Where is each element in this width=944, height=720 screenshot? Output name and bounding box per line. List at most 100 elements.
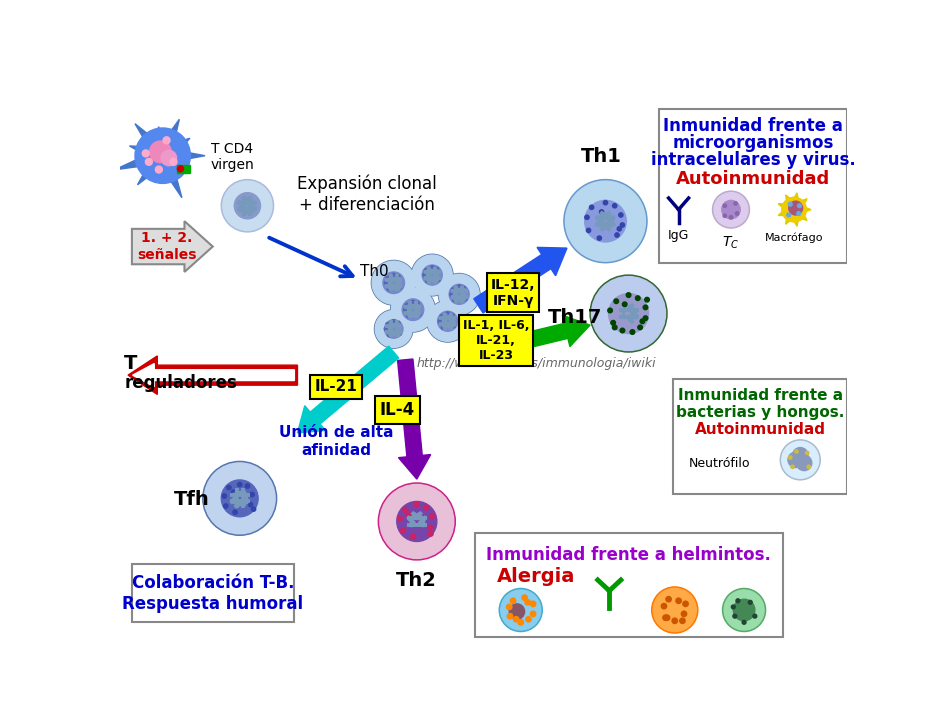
Circle shape bbox=[736, 599, 740, 603]
Circle shape bbox=[440, 315, 443, 318]
Circle shape bbox=[403, 508, 408, 513]
Circle shape bbox=[204, 463, 275, 534]
Circle shape bbox=[645, 297, 649, 302]
Polygon shape bbox=[798, 199, 807, 207]
Circle shape bbox=[509, 604, 525, 619]
Circle shape bbox=[722, 588, 766, 631]
Circle shape bbox=[643, 316, 648, 320]
FancyArrow shape bbox=[128, 356, 297, 395]
Circle shape bbox=[438, 274, 480, 315]
Polygon shape bbox=[801, 206, 811, 213]
Circle shape bbox=[617, 227, 621, 231]
Circle shape bbox=[682, 611, 686, 616]
Circle shape bbox=[713, 191, 750, 228]
Circle shape bbox=[464, 297, 467, 301]
Circle shape bbox=[630, 330, 634, 334]
Circle shape bbox=[733, 614, 736, 618]
Text: Inmunidad frente a helmintos.: Inmunidad frente a helmintos. bbox=[486, 546, 771, 564]
Polygon shape bbox=[135, 124, 161, 153]
Circle shape bbox=[222, 494, 227, 498]
Circle shape bbox=[379, 483, 455, 560]
Circle shape bbox=[609, 294, 649, 333]
Circle shape bbox=[676, 598, 682, 603]
Text: IL-21: IL-21 bbox=[314, 379, 358, 394]
Circle shape bbox=[565, 181, 646, 261]
Text: bacterias y hongos.: bacterias y hongos. bbox=[676, 405, 845, 420]
Text: 1. + 2.
señales: 1. + 2. señales bbox=[137, 231, 196, 261]
Circle shape bbox=[438, 311, 458, 331]
Circle shape bbox=[145, 158, 152, 166]
Circle shape bbox=[438, 320, 442, 323]
Circle shape bbox=[525, 600, 531, 605]
Text: Inmunidad frente a: Inmunidad frente a bbox=[664, 117, 843, 135]
Circle shape bbox=[788, 452, 803, 467]
Circle shape bbox=[564, 179, 647, 263]
Circle shape bbox=[384, 281, 388, 284]
Circle shape bbox=[427, 300, 468, 342]
Polygon shape bbox=[114, 153, 156, 170]
Polygon shape bbox=[156, 164, 167, 182]
Circle shape bbox=[451, 288, 455, 292]
Circle shape bbox=[375, 310, 413, 348]
Circle shape bbox=[500, 590, 541, 630]
Circle shape bbox=[622, 302, 627, 307]
Polygon shape bbox=[160, 120, 179, 150]
Circle shape bbox=[723, 214, 727, 217]
Circle shape bbox=[507, 604, 512, 610]
Circle shape bbox=[404, 308, 407, 311]
Text: http://www.ehu.eus/immunologia/iwiki: http://www.ehu.eus/immunologia/iwiki bbox=[416, 357, 656, 370]
Text: Th2: Th2 bbox=[396, 572, 437, 590]
Circle shape bbox=[807, 465, 811, 469]
Circle shape bbox=[250, 492, 254, 497]
Circle shape bbox=[653, 588, 697, 631]
Circle shape bbox=[620, 328, 625, 333]
Circle shape bbox=[611, 320, 615, 325]
Circle shape bbox=[531, 601, 536, 606]
Circle shape bbox=[417, 312, 421, 316]
Circle shape bbox=[414, 502, 419, 507]
Circle shape bbox=[428, 301, 467, 341]
Circle shape bbox=[407, 513, 412, 518]
Circle shape bbox=[584, 200, 626, 242]
Circle shape bbox=[511, 598, 515, 603]
Circle shape bbox=[586, 228, 591, 233]
Circle shape bbox=[221, 480, 258, 517]
Circle shape bbox=[797, 455, 812, 471]
Circle shape bbox=[245, 484, 249, 488]
Circle shape bbox=[384, 328, 388, 330]
Circle shape bbox=[251, 507, 256, 511]
Text: Unión de alta
afinidad: Unión de alta afinidad bbox=[278, 426, 394, 458]
Polygon shape bbox=[785, 215, 793, 224]
Circle shape bbox=[149, 141, 171, 163]
Circle shape bbox=[620, 223, 625, 227]
Circle shape bbox=[223, 181, 272, 230]
Circle shape bbox=[426, 279, 430, 283]
Circle shape bbox=[522, 595, 528, 600]
Text: Inmunidad frente a: Inmunidad frente a bbox=[678, 388, 843, 403]
Circle shape bbox=[449, 284, 469, 305]
Circle shape bbox=[788, 202, 792, 206]
Circle shape bbox=[379, 485, 454, 559]
Text: IL-4: IL-4 bbox=[379, 401, 415, 419]
Circle shape bbox=[411, 534, 415, 539]
Circle shape bbox=[615, 233, 619, 237]
Circle shape bbox=[603, 200, 608, 204]
Text: Respuesta humoral: Respuesta humoral bbox=[122, 595, 303, 613]
FancyBboxPatch shape bbox=[475, 533, 783, 637]
Circle shape bbox=[170, 158, 177, 166]
Circle shape bbox=[613, 204, 616, 208]
Circle shape bbox=[143, 150, 149, 157]
Circle shape bbox=[416, 302, 419, 305]
Circle shape bbox=[248, 503, 253, 507]
Circle shape bbox=[387, 287, 391, 291]
Circle shape bbox=[450, 313, 454, 317]
Circle shape bbox=[514, 616, 519, 622]
Circle shape bbox=[227, 485, 231, 490]
Text: IL-1, IL-6,
IL-21,
IL-23: IL-1, IL-6, IL-21, IL-23 bbox=[463, 319, 530, 362]
Text: Th1: Th1 bbox=[582, 147, 622, 166]
Text: Alergia: Alergia bbox=[497, 567, 575, 585]
Circle shape bbox=[386, 323, 389, 326]
Circle shape bbox=[733, 599, 755, 621]
Circle shape bbox=[437, 278, 440, 282]
Circle shape bbox=[638, 325, 643, 330]
